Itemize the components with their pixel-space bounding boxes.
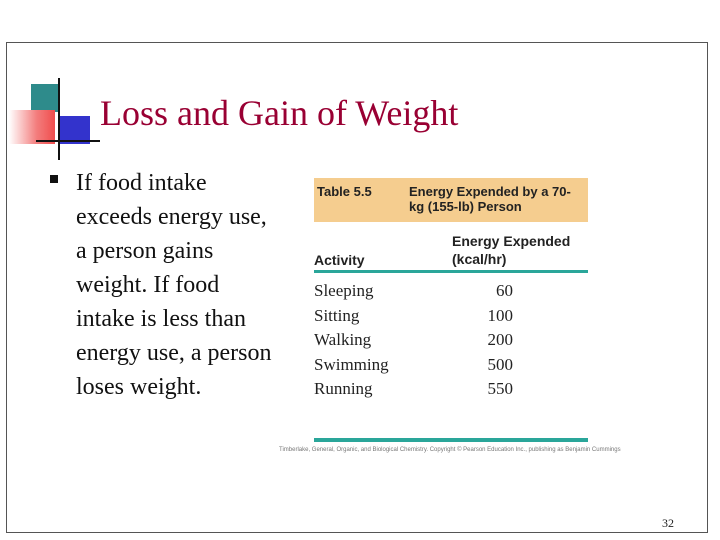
energy-table: Table 5.5 Energy Expended by a 70-kg (15… [314,178,588,442]
table-credit: Timberlake, General, Organic, and Biolog… [279,447,621,453]
energy-cell: 200 [487,330,514,349]
page-number: 32 [662,516,674,530]
activity-cell: Running [314,379,373,398]
logo-red-square [9,110,55,144]
table-body: Sleeping 60 Sitting 100 Walking 200 Swim… [314,273,588,404]
logo-teal-square [31,84,59,112]
activity-cell: Walking [314,330,372,349]
energy-cell: 100 [487,305,514,325]
column-header-energy: Energy Expended (kcal/hr) [452,232,570,268]
table-row: Sitting 100 [314,306,588,331]
energy-cell: 500 [487,354,514,374]
table-row: Walking 200 [314,330,588,355]
bullet-text: If food intake exceeds energy use, a per… [76,170,272,400]
table-column-headers: Activity Energy Expended (kcal/hr) [314,232,588,270]
decorative-logo [0,0,100,160]
activity-cell: Sleeping [314,281,374,300]
logo-blue-square [60,116,90,144]
activity-cell: Swimming [314,354,389,374]
logo-vertical-line [58,78,60,160]
bullet-square-icon [50,175,58,183]
table-caption: Energy Expended by a 70-kg (155-lb) Pers… [409,184,571,214]
table-row: Sleeping 60 [314,281,588,306]
activity-cell: Sitting [314,305,360,325]
column-header-energy-line1: Energy Expended [452,233,571,249]
table-header-band: Table 5.5 Energy Expended by a 70-kg (15… [314,178,588,222]
table-header-rule [314,270,588,273]
table-row: Swimming 500 [314,355,588,380]
table-row: Running 550 [314,379,588,404]
column-header-energy-line2: (kcal/hr) [452,251,507,267]
logo-horizontal-line [36,140,100,142]
table-number: Table 5.5 [317,184,372,199]
slide-title: Loss and Gain of Weight [100,93,459,133]
table-bottom-rule [314,437,588,442]
energy-cell: 60 [496,281,513,300]
slide-frame [6,42,708,533]
energy-cell: 550 [487,379,514,398]
column-header-activity: Activity [314,252,365,268]
